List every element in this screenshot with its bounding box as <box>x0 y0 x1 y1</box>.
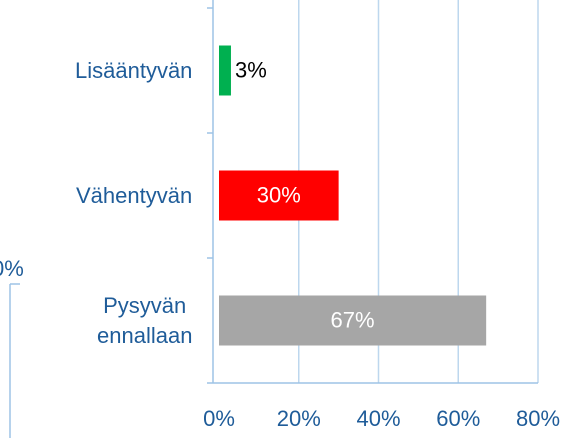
category-label: Vähentyvän <box>76 182 193 208</box>
value-label: 3% <box>235 57 267 82</box>
bar <box>219 45 231 96</box>
category-label: Pysyvän ennallaan <box>97 292 193 348</box>
x-tick-label: 80% <box>516 406 560 431</box>
x-tick-label: 20% <box>277 406 321 431</box>
category-label: Lisääntyvän <box>75 57 193 83</box>
bar <box>219 170 339 221</box>
x-tick-label: 40% <box>356 406 400 431</box>
annotation: 0% <box>0 256 24 281</box>
x-tick-label: 0% <box>203 406 235 431</box>
value-label: 67% <box>331 307 375 332</box>
x-tick-label: 60% <box>436 406 480 431</box>
value-label: 30% <box>257 182 301 207</box>
bar <box>219 295 487 346</box>
